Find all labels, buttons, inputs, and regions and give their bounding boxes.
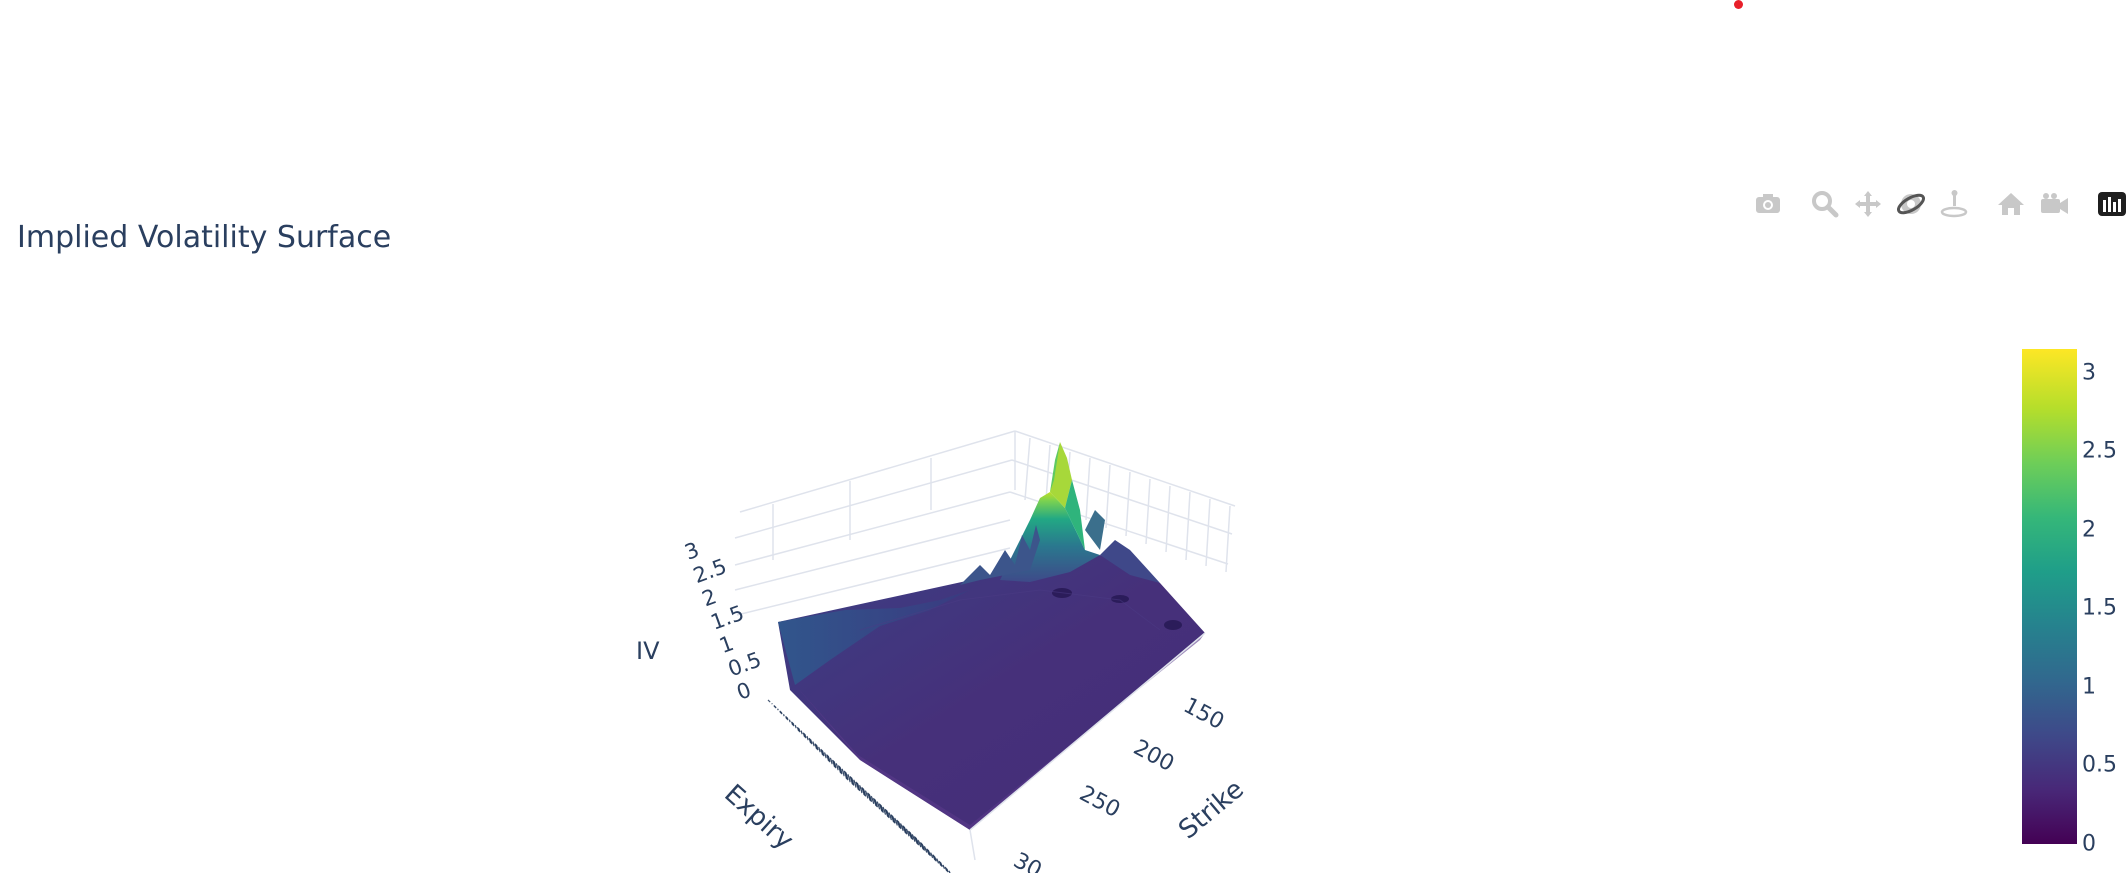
colorbar-tick-label: 2.5 <box>2082 438 2117 464</box>
colorbar-tick-label: 1.5 <box>2082 595 2117 621</box>
colorbar <box>2022 349 2077 844</box>
surface-plot[interactable]: 0 0.5 1 1.5 2 2.5 3 IV 150 200 250 30 Strike Expiry <box>560 400 1260 877</box>
z-axis-tick-label: 0 <box>734 678 755 705</box>
x-axis-tick-label: 200 <box>1129 735 1178 777</box>
z-axis-title: IV <box>636 637 660 665</box>
x-axis-tick-label: 30 <box>1009 848 1045 873</box>
home-icon[interactable] <box>1995 188 2027 220</box>
modebar <box>1752 188 2128 222</box>
x-axis-title: Strike <box>1173 774 1250 845</box>
orbit-icon[interactable] <box>1895 188 1927 220</box>
z-axis-tick-label: 1 <box>716 631 737 658</box>
y-axis-title: Expiry <box>718 779 799 856</box>
front-gridlines <box>969 632 1206 861</box>
cursor-indicator-dot <box>1734 0 1743 9</box>
turntable-icon[interactable] <box>1938 188 1970 220</box>
y-axis-tick-label <box>815 747 951 873</box>
colorbar-tick-label: 0.5 <box>2082 752 2117 778</box>
x-axis-tick-label: 150 <box>1179 693 1228 735</box>
zoom-icon[interactable] <box>1809 188 1841 220</box>
chart-title: Implied Volatility Surface <box>17 220 392 255</box>
iv-surface <box>778 442 1205 830</box>
z-axis-tick-label: 3 <box>682 538 703 565</box>
camera-view-icon[interactable] <box>2038 188 2070 220</box>
colorbar-tick-label: 1 <box>2082 674 2096 700</box>
pan-icon[interactable] <box>1852 188 1884 220</box>
colorbar-tick-label: 2 <box>2082 517 2096 543</box>
colorbar-tick-label: 3 <box>2082 360 2096 386</box>
z-axis-tick-label: 2 <box>699 584 720 611</box>
camera-icon[interactable] <box>1752 188 1784 220</box>
colorbar-tick-label: 0 <box>2082 831 2096 857</box>
x-axis-tick-label: 250 <box>1075 781 1124 823</box>
plotly-logo-icon[interactable] <box>2096 188 2128 220</box>
